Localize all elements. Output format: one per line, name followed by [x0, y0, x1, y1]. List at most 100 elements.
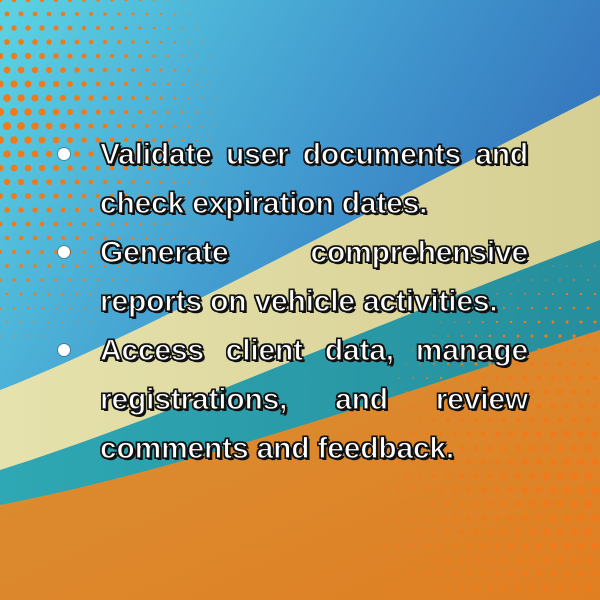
halftone-dot	[446, 502, 450, 506]
halftone-dot	[515, 585, 521, 591]
halftone-dot	[536, 431, 542, 437]
bullet-dot-icon	[58, 246, 70, 258]
halftone-dot	[109, 81, 115, 87]
halftone-dot	[564, 571, 570, 577]
halftone-dot	[32, 39, 38, 45]
halftone-dot	[432, 530, 436, 534]
halftone-dot	[397, 460, 401, 464]
halftone-dot	[138, 54, 142, 58]
halftone-dot	[397, 516, 401, 520]
halftone-dot	[116, 179, 122, 185]
halftone-dot	[377, 531, 379, 533]
halftone-dot	[585, 585, 591, 591]
halftone-dot	[90, 321, 92, 323]
halftone-dot	[446, 558, 450, 562]
halftone-dot	[194, 138, 198, 142]
halftone-dot	[411, 432, 415, 436]
halftone-dot	[181, 0, 183, 1]
halftone-dot	[412, 377, 414, 379]
halftone-dot	[559, 279, 561, 281]
halftone-dot	[591, 542, 599, 550]
halftone-dot	[528, 528, 536, 536]
halftone-dot	[466, 543, 472, 549]
halftone-dot	[145, 180, 149, 184]
halftone-dot	[556, 500, 564, 508]
halftone-dot	[489, 307, 491, 309]
halftone-dot	[495, 348, 499, 352]
halftone-dot	[27, 335, 29, 337]
halftone-dot	[188, 41, 190, 43]
halftone-dot	[60, 179, 66, 185]
halftone-dot	[557, 417, 563, 423]
halftone-dot	[159, 124, 163, 128]
halftone-dot	[53, 0, 59, 3]
halftone-dot	[41, 335, 43, 337]
halftone-dot	[508, 543, 514, 549]
halftone-dot	[585, 389, 591, 395]
halftone-dot	[564, 403, 570, 409]
halftone-dot	[48, 321, 50, 323]
halftone-dot	[432, 586, 436, 590]
halftone-dot	[529, 585, 535, 591]
halftone-dot	[363, 503, 365, 505]
halftone-dot	[138, 110, 142, 114]
halftone-dot	[473, 445, 479, 451]
orange-band	[0, 330, 600, 600]
halftone-dot	[103, 236, 107, 240]
halftone-dot	[370, 517, 372, 519]
halftone-dot	[124, 250, 128, 254]
halftone-dot	[159, 68, 163, 72]
halftone-dot	[453, 544, 457, 548]
halftone-dot	[152, 138, 156, 142]
halftone-dot	[83, 307, 85, 309]
halftone-dot	[543, 389, 549, 395]
halftone-dot	[180, 138, 184, 142]
halftone-dot	[523, 348, 527, 352]
halftone-dot	[132, 293, 134, 295]
halftone-dot	[516, 306, 520, 310]
halftone-dot	[515, 557, 521, 563]
halftone-dot	[60, 39, 66, 45]
halftone-dot	[60, 67, 66, 73]
halftone-dot	[81, 53, 87, 59]
halftone-dot	[19, 264, 23, 268]
halftone-dot	[145, 208, 149, 212]
halftone-dot	[103, 12, 107, 16]
halftone-dot	[522, 571, 528, 577]
halftone-dot	[405, 587, 407, 589]
halftone-dot	[97, 307, 99, 309]
halftone-dot	[549, 542, 557, 550]
halftone-dot	[418, 502, 422, 506]
halftone-dot	[159, 208, 163, 212]
halftone-dot	[411, 572, 415, 576]
halftone-dot	[447, 335, 449, 337]
halftone-dot	[425, 432, 429, 436]
halftone-dot	[131, 208, 135, 212]
halftone-dot	[11, 0, 17, 3]
halftone-dot	[138, 222, 142, 226]
halftone-dot	[103, 264, 107, 268]
halftone-dot	[585, 417, 591, 423]
halftone-dot	[370, 489, 372, 491]
halftone-dot	[585, 361, 591, 367]
halftone-dot	[370, 545, 372, 547]
halftone-dot	[579, 348, 583, 352]
halftone-dot	[571, 585, 577, 591]
halftone-dot	[453, 460, 457, 464]
halftone-dot	[209, 167, 211, 169]
halftone-dot	[397, 432, 401, 436]
halftone-dot	[584, 444, 592, 452]
halftone-dot	[69, 307, 71, 309]
halftone-dot	[39, 0, 45, 3]
halftone-dot	[404, 418, 408, 422]
halftone-dot	[481, 376, 485, 380]
halftone-dot	[468, 321, 470, 323]
bullet-text: Generate comprehensive reports on vehicl…	[99, 235, 528, 318]
halftone-dot	[124, 0, 128, 2]
halftone-dot	[593, 292, 597, 296]
halftone-dot	[75, 236, 79, 240]
halftone-dot	[530, 334, 534, 338]
halftone-dot	[52, 164, 60, 172]
halftone-dot	[454, 321, 456, 323]
halftone-dot	[95, 109, 101, 115]
